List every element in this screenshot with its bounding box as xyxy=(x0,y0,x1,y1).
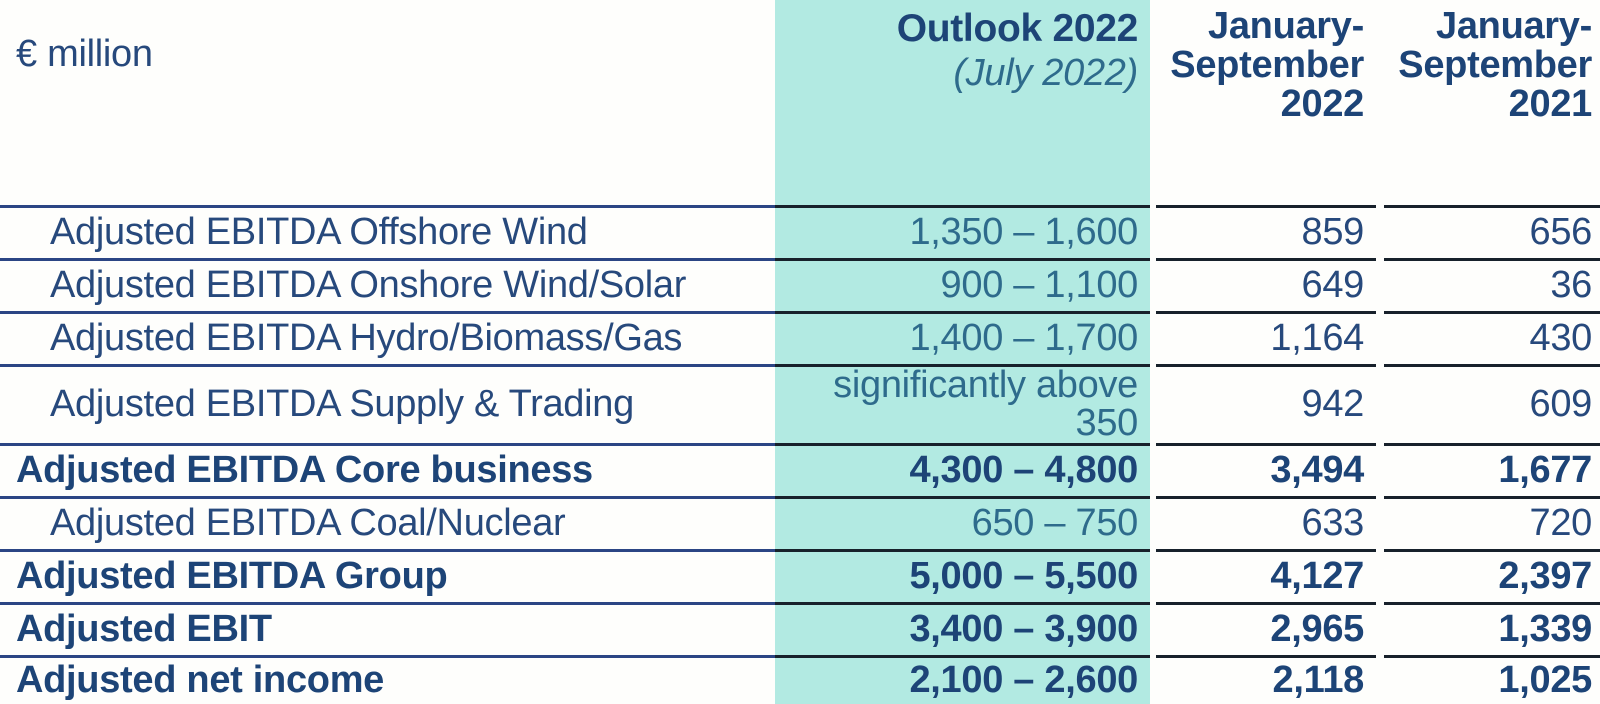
row-label-text: Adjusted EBITDA Supply & Trading xyxy=(50,382,634,425)
ytd-2022-value: 633 xyxy=(1150,496,1376,549)
outlook-value-text: significantly above 350 xyxy=(833,363,1138,444)
table-row: Adjusted EBITDA Onshore Wind/Solar 900 –… xyxy=(0,258,1600,311)
outlook-value-text: 1,350 – 1,600 xyxy=(909,210,1138,253)
row-label-text: Adjusted EBITDA Offshore Wind xyxy=(50,210,588,253)
row-label: Adjusted EBITDA Coal/Nuclear xyxy=(0,496,775,549)
ytd-2022-value: 2,965 xyxy=(1150,602,1376,655)
row-label-text: Adjusted EBITDA Onshore Wind/Solar xyxy=(50,263,687,306)
row-label-text: Adjusted EBITDA Coal/Nuclear xyxy=(50,501,566,544)
table-row-subtotal: Adjusted EBITDA Core business 4,300 – 4,… xyxy=(0,443,1600,496)
outlook-value: 900 – 1,100 xyxy=(775,258,1150,311)
ytd-2021-text: 656 xyxy=(1529,210,1592,253)
row-label: Adjusted EBITDA Offshore Wind xyxy=(0,205,775,258)
ytd-2022-text: 649 xyxy=(1301,263,1364,306)
ytd-2022-value: 1,164 xyxy=(1150,311,1376,364)
row-label: Adjusted net income xyxy=(0,655,775,704)
row-label: Adjusted EBITDA Hydro/Biomass/Gas xyxy=(0,311,775,364)
ytd-2021-value: 430 xyxy=(1376,311,1600,364)
column-header-jan-sep-2021: January- September 2021 xyxy=(1398,5,1592,125)
table-row: Adjusted EBITDA Hydro/Biomass/Gas 1,400 … xyxy=(0,311,1600,364)
ytd-2022-text: 1,164 xyxy=(1270,316,1364,359)
table-row-subtotal: Adjusted net income 2,100 – 2,600 2,118 … xyxy=(0,655,1600,704)
row-label: Adjusted EBITDA Group xyxy=(0,549,775,602)
outlook-value: 5,000 – 5,500 xyxy=(775,549,1150,602)
table-row-subtotal: Adjusted EBITDA Group 5,000 – 5,500 4,12… xyxy=(0,549,1600,602)
ytd-2022-value: 859 xyxy=(1150,205,1376,258)
ytd-2021-text: 609 xyxy=(1529,382,1592,425)
ytd-2021-value: 609 xyxy=(1376,364,1600,443)
ytd-2022-value: 649 xyxy=(1150,258,1376,311)
outlook-value: 1,350 – 1,600 xyxy=(775,205,1150,258)
ytd-2022-value: 942 xyxy=(1150,364,1376,443)
ytd-2021-value: 1,025 xyxy=(1376,655,1600,704)
ytd-2021-text: 1,677 xyxy=(1498,448,1592,491)
ytd-2022-text: 859 xyxy=(1301,210,1364,253)
row-label-text: Adjusted net income xyxy=(16,658,385,701)
outlook-value-text: 4,300 – 4,800 xyxy=(909,448,1138,491)
outlook-value: 1,400 – 1,700 xyxy=(775,311,1150,364)
ytd-2021-text: 1,339 xyxy=(1498,607,1592,650)
outlook-value: significantly above 350 xyxy=(775,364,1150,443)
table-row: Adjusted EBITDA Supply & Trading signifi… xyxy=(0,364,1600,443)
ytd-2022-value: 3,494 xyxy=(1150,443,1376,496)
table-row: Adjusted EBITDA Offshore Wind 1,350 – 1,… xyxy=(0,205,1600,258)
outlook-value-text: 5,000 – 5,500 xyxy=(909,554,1138,597)
ytd-2021-text: 36 xyxy=(1550,263,1592,306)
row-label-text: Adjusted EBITDA Hydro/Biomass/Gas xyxy=(50,316,683,359)
ytd-2022-text: 942 xyxy=(1301,382,1364,425)
outlook-value: 2,100 – 2,600 xyxy=(775,655,1150,704)
ytd-2021-text: 430 xyxy=(1529,316,1592,359)
row-label: Adjusted EBIT xyxy=(0,602,775,655)
ytd-2021-text: 1,025 xyxy=(1498,658,1592,701)
row-label-text: Adjusted EBITDA Core business xyxy=(16,448,593,491)
column-header-jan-sep-2022: January- September 2022 xyxy=(1170,5,1364,125)
ytd-2021-value: 36 xyxy=(1376,258,1600,311)
outlook-value-text: 1,400 – 1,700 xyxy=(909,316,1138,359)
outlook-value-text: 650 – 750 xyxy=(971,501,1139,544)
outlook-column-header: Outlook 2022 (July 2022) xyxy=(775,0,1150,205)
ytd-2021-text: 2,397 xyxy=(1498,554,1592,597)
outlook-value: 650 – 750 xyxy=(775,496,1150,549)
table-row: Adjusted EBITDA Coal/Nuclear 650 – 750 6… xyxy=(0,496,1600,549)
ytd-2022-text: 4,127 xyxy=(1270,554,1364,597)
outlook-value: 4,300 – 4,800 xyxy=(775,443,1150,496)
ytd-2021-value: 1,339 xyxy=(1376,602,1600,655)
ytd-2021-value: 720 xyxy=(1376,496,1600,549)
outlook-value-text: 2,100 – 2,600 xyxy=(909,658,1138,701)
outlook-subtitle: (July 2022) xyxy=(953,52,1138,94)
ytd-2022-text: 2,965 xyxy=(1270,607,1364,650)
ytd-2022-value: 4,127 xyxy=(1150,549,1376,602)
ytd-2021-value: 2,397 xyxy=(1376,549,1600,602)
outlook-value: 3,400 – 3,900 xyxy=(775,602,1150,655)
ytd-2022-value: 2,118 xyxy=(1150,655,1376,704)
ytd-2022-text: 3,494 xyxy=(1270,448,1364,491)
outlook-value-text: 900 – 1,100 xyxy=(940,263,1139,306)
ytd-2021-text: 720 xyxy=(1529,501,1592,544)
row-label-text: Adjusted EBITDA Group xyxy=(16,554,448,597)
ytd-2021-value: 1,677 xyxy=(1376,443,1600,496)
table-header: € million Outlook 2022 (July 2022) Janua… xyxy=(0,0,1600,205)
unit-label: € million xyxy=(16,33,153,75)
row-label: Adjusted EBITDA Supply & Trading xyxy=(0,364,775,443)
outlook-value-text: 3,400 – 3,900 xyxy=(909,607,1138,650)
ytd-2021-value: 656 xyxy=(1376,205,1600,258)
row-label-text: Adjusted EBIT xyxy=(16,607,272,650)
ytd-2022-text: 2,118 xyxy=(1272,658,1365,701)
row-label: Adjusted EBITDA Onshore Wind/Solar xyxy=(0,258,775,311)
ytd-2022-text: 633 xyxy=(1301,501,1364,544)
table-row-subtotal: Adjusted EBIT 3,400 – 3,900 2,965 1,339 xyxy=(0,602,1600,655)
outlook-title: Outlook 2022 xyxy=(896,7,1139,50)
row-label: Adjusted EBITDA Core business xyxy=(0,443,775,496)
